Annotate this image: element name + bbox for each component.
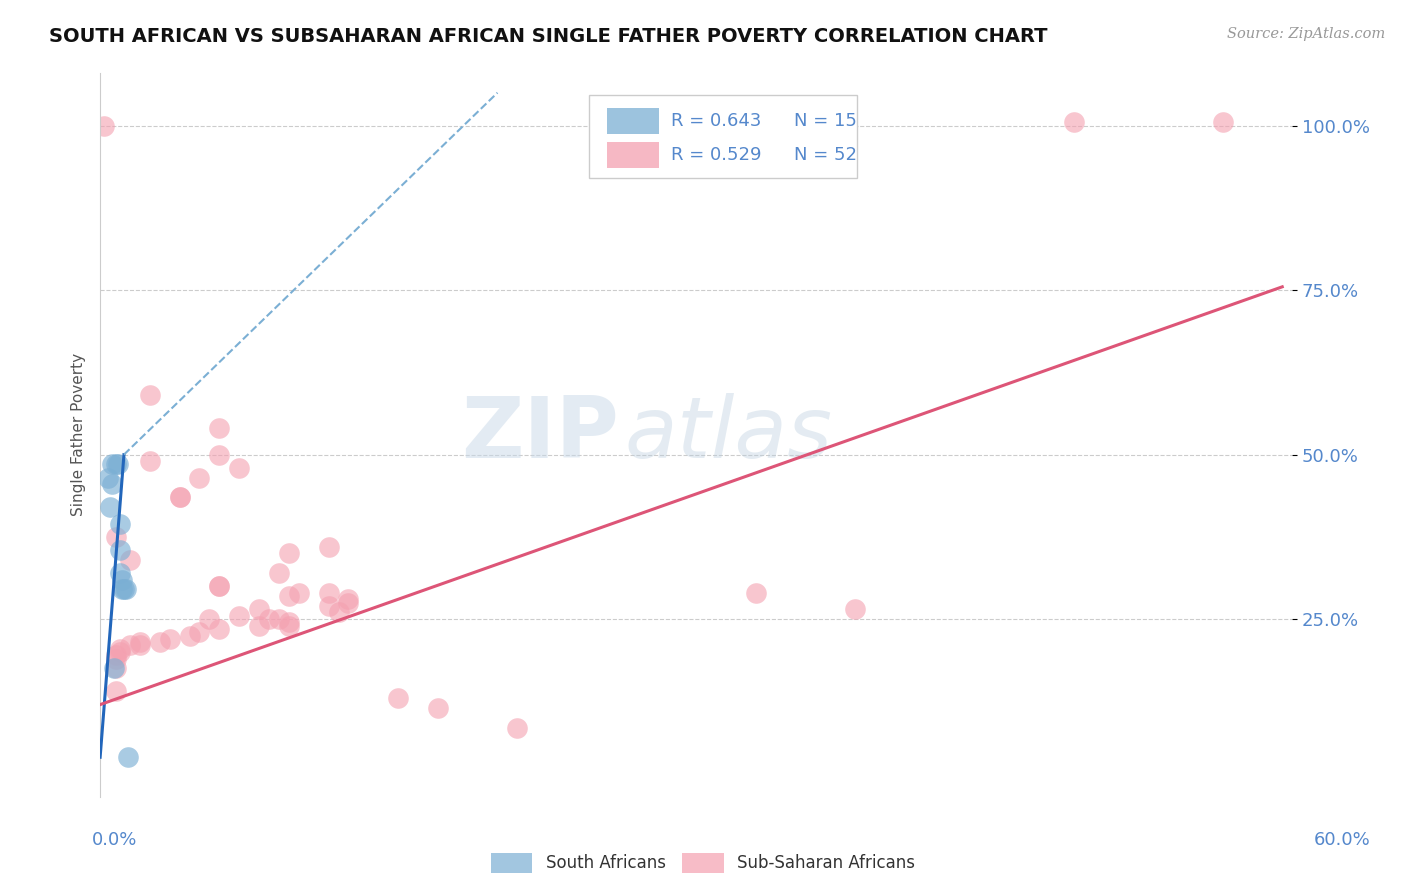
Point bbox=[267, 612, 290, 626]
Point bbox=[128, 639, 150, 653]
Point bbox=[228, 608, 250, 623]
Point bbox=[101, 458, 124, 472]
Point bbox=[108, 645, 131, 659]
Point bbox=[105, 661, 128, 675]
Point bbox=[277, 618, 299, 632]
Point bbox=[318, 586, 340, 600]
Legend: South Africans, Sub-Saharan Africans: South Africans, Sub-Saharan Africans bbox=[484, 847, 922, 880]
Point bbox=[118, 639, 141, 653]
Text: ZIP: ZIP bbox=[461, 393, 619, 476]
Text: 60.0%: 60.0% bbox=[1315, 831, 1371, 849]
Point bbox=[208, 579, 231, 593]
Point bbox=[267, 566, 290, 580]
Point bbox=[169, 491, 191, 505]
Point bbox=[98, 500, 121, 515]
Point bbox=[101, 477, 124, 491]
Point bbox=[1212, 115, 1234, 129]
Point bbox=[93, 119, 115, 133]
Point bbox=[139, 454, 162, 468]
Text: SOUTH AFRICAN VS SUBSAHARAN AFRICAN SINGLE FATHER POVERTY CORRELATION CHART: SOUTH AFRICAN VS SUBSAHARAN AFRICAN SING… bbox=[49, 27, 1047, 45]
Text: N = 15: N = 15 bbox=[794, 112, 856, 130]
Point bbox=[159, 632, 181, 646]
Point bbox=[228, 460, 250, 475]
Point bbox=[115, 582, 138, 597]
Point bbox=[277, 546, 299, 560]
Text: Source: ZipAtlas.com: Source: ZipAtlas.com bbox=[1226, 27, 1385, 41]
Point bbox=[318, 540, 340, 554]
Point bbox=[208, 622, 231, 636]
Point bbox=[139, 388, 162, 402]
Point bbox=[107, 458, 129, 472]
Point bbox=[387, 691, 409, 706]
Point bbox=[105, 648, 128, 663]
Point bbox=[103, 661, 125, 675]
Point bbox=[149, 635, 172, 649]
Point bbox=[117, 750, 139, 764]
Point bbox=[277, 589, 299, 603]
Point bbox=[288, 586, 311, 600]
FancyBboxPatch shape bbox=[607, 109, 659, 135]
Point bbox=[257, 612, 280, 626]
Point bbox=[318, 599, 340, 613]
FancyBboxPatch shape bbox=[607, 142, 659, 168]
Point bbox=[247, 602, 270, 616]
FancyBboxPatch shape bbox=[589, 95, 858, 178]
Point bbox=[108, 641, 131, 656]
Point bbox=[108, 543, 131, 558]
Point bbox=[247, 618, 270, 632]
Point bbox=[128, 635, 150, 649]
Point bbox=[169, 491, 191, 505]
Point bbox=[198, 612, 221, 626]
Point bbox=[105, 530, 128, 544]
Point bbox=[337, 592, 360, 607]
Y-axis label: Single Father Poverty: Single Father Poverty bbox=[72, 353, 86, 516]
Text: 0.0%: 0.0% bbox=[91, 831, 136, 849]
Point bbox=[111, 573, 134, 587]
Point bbox=[105, 651, 128, 665]
Point bbox=[108, 566, 131, 580]
Point bbox=[108, 516, 131, 531]
Point bbox=[118, 553, 141, 567]
Point bbox=[208, 579, 231, 593]
Point bbox=[105, 684, 128, 698]
Point bbox=[328, 606, 350, 620]
Text: R = 0.643: R = 0.643 bbox=[671, 112, 762, 130]
Point bbox=[277, 615, 299, 630]
Point bbox=[208, 448, 231, 462]
Point bbox=[426, 701, 449, 715]
Point bbox=[179, 628, 201, 642]
Text: N = 52: N = 52 bbox=[794, 145, 856, 164]
Point bbox=[188, 470, 211, 484]
Text: atlas: atlas bbox=[624, 393, 832, 476]
Point bbox=[105, 458, 128, 472]
Point bbox=[188, 625, 211, 640]
Text: R = 0.529: R = 0.529 bbox=[671, 145, 762, 164]
Point bbox=[506, 721, 529, 735]
Point bbox=[337, 596, 360, 610]
Point bbox=[112, 582, 135, 597]
Point bbox=[745, 586, 768, 600]
Point bbox=[844, 602, 866, 616]
Point bbox=[97, 470, 120, 484]
Point bbox=[111, 582, 134, 597]
Point bbox=[1063, 115, 1085, 129]
Point bbox=[208, 421, 231, 435]
